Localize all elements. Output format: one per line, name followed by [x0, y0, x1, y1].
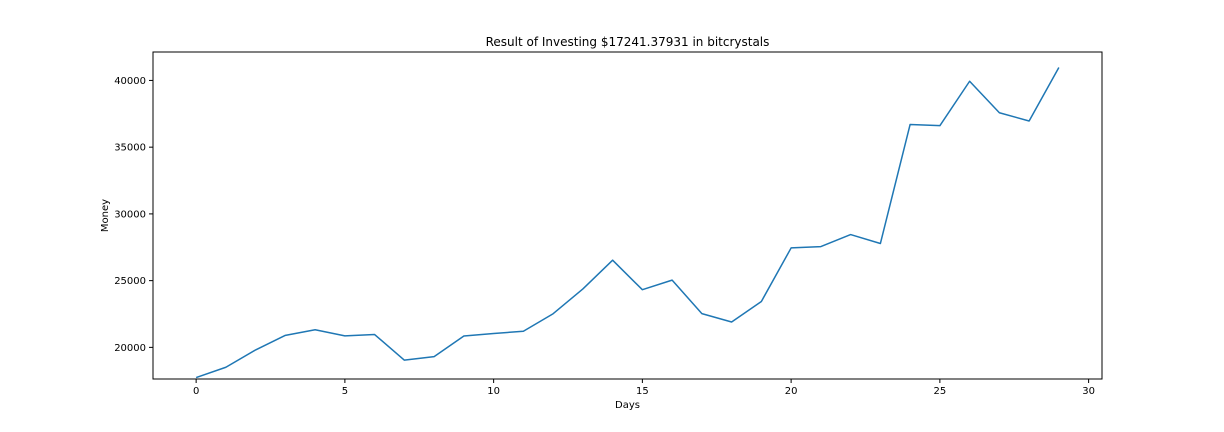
x-tick-label: 30	[1082, 386, 1095, 397]
x-tick-label: 10	[487, 386, 500, 397]
chart-title: Result of Investing $17241.37931 in bitc…	[486, 35, 770, 49]
y-tick-label: 40000	[114, 76, 146, 87]
x-axis-label: Days	[615, 400, 640, 411]
x-tick-label: 5	[342, 386, 348, 397]
y-axis-ticks: 20000 25000 30000 35000 40000	[114, 76, 153, 354]
series-line	[195, 67, 1060, 379]
y-tick-label: 30000	[114, 209, 146, 220]
series-group	[195, 67, 1060, 379]
x-tick-label: 25	[933, 386, 946, 397]
y-tick-label: 35000	[114, 143, 146, 154]
x-axis-ticks: 0 5 10 15 20 25 30	[193, 379, 1095, 397]
y-tick-label: 25000	[114, 276, 146, 287]
y-axis-label: Money	[100, 199, 111, 232]
y-tick-label: 20000	[114, 343, 146, 354]
x-tick-label: 15	[636, 386, 649, 397]
x-tick-label: 20	[785, 386, 798, 397]
x-tick-label: 0	[193, 386, 199, 397]
plot-area-frame	[152, 51, 1103, 380]
